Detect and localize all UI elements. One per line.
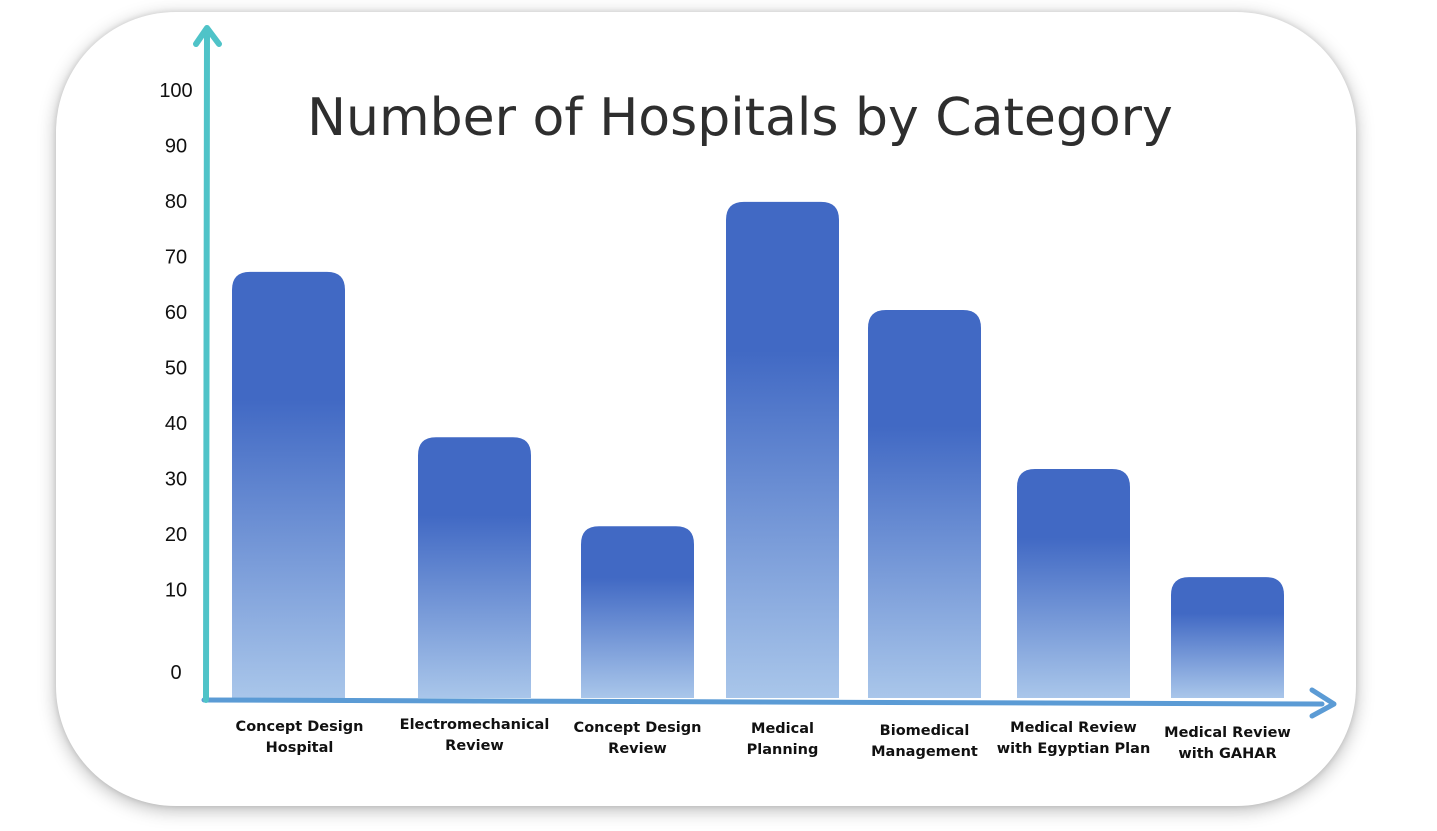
bar xyxy=(726,201,839,699)
x-category-label: Medical Review xyxy=(1010,720,1137,736)
x-category-label: Management xyxy=(871,744,978,760)
x-category-label: with Egyptian Plan xyxy=(997,741,1151,757)
chart-title: Number of Hospitals by Category xyxy=(307,88,1173,148)
x-category-label: Planning xyxy=(747,742,819,758)
x-category-label: Review xyxy=(445,738,504,754)
bar xyxy=(232,271,345,698)
y-axis-ticks: 0 10 20 30 40 50 60 70 80 90 100 xyxy=(159,80,192,684)
x-category-label: Hospital xyxy=(266,740,334,756)
x-category-label: Review xyxy=(608,741,667,757)
y-tick-label: 10 xyxy=(165,580,187,602)
bars xyxy=(232,201,1284,699)
y-tick-label: 70 xyxy=(165,247,187,269)
y-tick-label: 80 xyxy=(165,191,187,213)
y-tick-label: 0 xyxy=(170,662,181,684)
x-axis-arrow xyxy=(1309,687,1337,719)
y-tick-label: 20 xyxy=(165,524,187,546)
y-tick-label: 60 xyxy=(165,302,187,324)
y-tick-label: 50 xyxy=(165,358,187,380)
x-category-label: Medical xyxy=(751,721,814,737)
x-category-label: Concept Design xyxy=(574,720,702,736)
bar xyxy=(1017,469,1130,698)
x-axis-categories: Concept Design Hospital Electromechanical R… xyxy=(236,717,1291,762)
y-tick-label: 100 xyxy=(159,80,192,102)
x-category-label: Electromechanical xyxy=(400,717,550,733)
bar xyxy=(1171,577,1284,698)
y-tick-label: 30 xyxy=(165,469,187,491)
axes xyxy=(193,25,1337,719)
x-category-label: Medical Review xyxy=(1164,725,1291,741)
y-axis-arrow xyxy=(193,25,222,47)
x-category-label: with GAHAR xyxy=(1178,746,1276,762)
x-category-label: Concept Design xyxy=(236,719,364,735)
bar xyxy=(868,310,981,698)
y-tick-label: 40 xyxy=(165,413,187,435)
x-axis-line xyxy=(201,697,1325,707)
x-category-label: Biomedical xyxy=(880,723,970,739)
y-axis-line xyxy=(203,29,210,703)
y-tick-label: 90 xyxy=(165,136,187,158)
bar xyxy=(418,437,531,698)
bar xyxy=(581,526,694,698)
